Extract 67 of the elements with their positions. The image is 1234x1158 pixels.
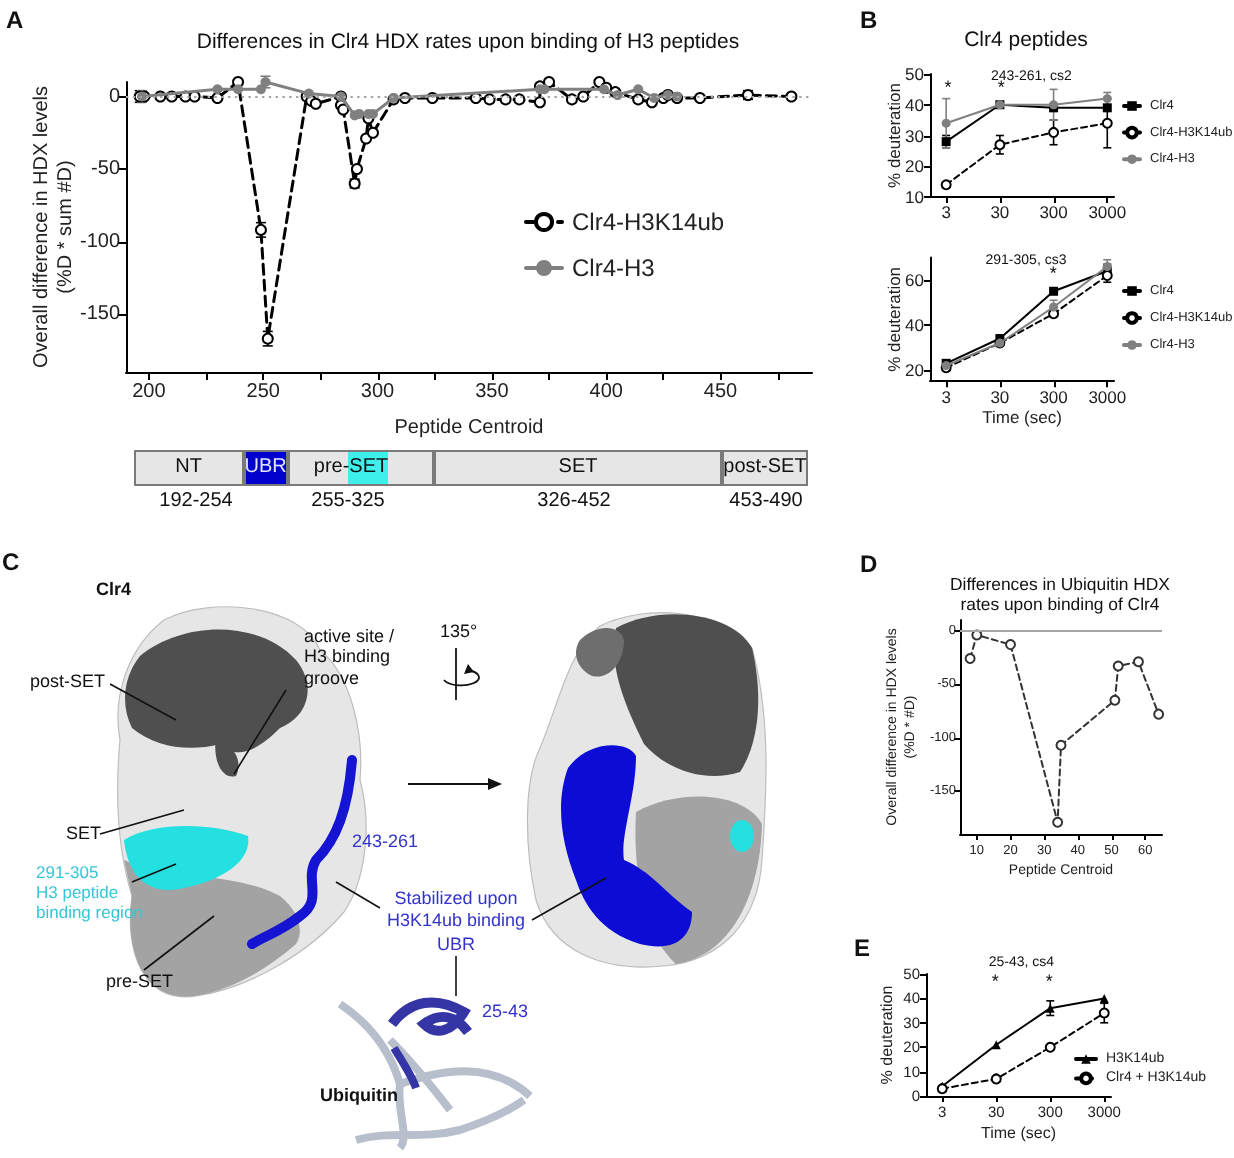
text: pre-SET xyxy=(106,971,174,993)
x-tick-label: 300 xyxy=(1039,202,1069,222)
x-tick-label: 400 xyxy=(589,381,624,403)
y-tick-label: 60 xyxy=(905,270,925,291)
text: 255-325 xyxy=(311,490,385,514)
text: E xyxy=(854,934,871,962)
y-tick-label: -150 xyxy=(79,303,121,325)
y-axis-title: % deuteration xyxy=(884,82,904,188)
annotation: * xyxy=(991,971,999,993)
category-label: SET xyxy=(558,456,598,480)
y-tick-label: -100 xyxy=(79,230,121,253)
chart-title: Clr4 peptides xyxy=(964,28,1088,54)
y-tick-label: 40 xyxy=(905,94,925,115)
y-tick-label: 50 xyxy=(905,64,925,84)
text: SET xyxy=(66,823,102,845)
text: 135° xyxy=(440,621,478,643)
text: C xyxy=(2,548,20,576)
x-axis-title: Peptide Centroid xyxy=(394,417,544,439)
text: Stabilized upon H3K14ub binding UBR xyxy=(386,887,526,956)
text: 453-490 xyxy=(729,490,803,514)
x-tick-label: 3000 xyxy=(1088,387,1127,408)
text: A xyxy=(6,6,24,34)
x-tick-label: 300 xyxy=(1039,387,1069,408)
text: post-SET xyxy=(30,670,106,693)
y-tick-label: 0 xyxy=(108,85,121,108)
text: 291-305 H3 peptide binding region xyxy=(36,862,143,922)
category-label: post-SET xyxy=(723,456,807,480)
annotation: * xyxy=(1049,263,1057,285)
x-tick-label: 3 xyxy=(941,387,952,408)
y-axis-title: % deuteration xyxy=(878,985,896,1085)
text: B xyxy=(860,6,878,34)
text: 192-254 xyxy=(159,490,233,514)
category-label: NT xyxy=(175,456,203,480)
annotation: * xyxy=(944,77,952,100)
legend-label: Clr4-H3 xyxy=(572,254,656,282)
x-tick-label: 30 xyxy=(990,202,1010,222)
category-label: UBR xyxy=(244,456,287,480)
x-tick-label: 300 xyxy=(360,381,396,403)
x-tick-label: 3 xyxy=(941,202,952,222)
legend-label: Clr4-H3K14ub xyxy=(572,208,725,236)
text: Ubiquitin xyxy=(320,1085,398,1107)
text: 326-452 xyxy=(537,490,611,514)
y-tick-label: 20 xyxy=(905,360,925,381)
x-tick-label: 250 xyxy=(246,381,281,403)
y-tick-label: 20 xyxy=(905,156,925,177)
x-tick-label: 350 xyxy=(475,381,510,403)
x-tick-label: 30 xyxy=(990,387,1010,408)
text: D xyxy=(860,550,878,578)
y-axis-title: % deuteration xyxy=(884,266,904,372)
text: Clr4 xyxy=(96,579,132,601)
text: 25-43 xyxy=(482,1001,529,1023)
x-axis-title: Time (sec) xyxy=(982,407,1063,428)
chart-title: Differences in Clr4 HDX rates upon binding of H3 peptides xyxy=(196,30,740,56)
x-tick-label: 200 xyxy=(132,381,167,403)
y-tick-label: -50 xyxy=(91,158,121,180)
y-tick-label: 40 xyxy=(905,315,925,336)
chart-title: Differences in Ubiquitin HDX rates upon binding of Clr4 xyxy=(950,573,1170,615)
y-axis-title: Overall difference in HDX levels (%D * sum #D) xyxy=(31,86,77,368)
y-tick-label: 30 xyxy=(905,125,925,146)
annotation: * xyxy=(1045,971,1053,993)
x-tick-label: 450 xyxy=(703,381,739,403)
x-tick-label: 3000 xyxy=(1088,202,1127,222)
annotation: * xyxy=(997,77,1005,100)
text: active site / H3 binding groove xyxy=(304,625,395,690)
text: 243-261 xyxy=(352,831,419,853)
x-axis-title: Time (sec) xyxy=(981,1124,1057,1142)
y-tick-label: 10 xyxy=(905,187,925,207)
